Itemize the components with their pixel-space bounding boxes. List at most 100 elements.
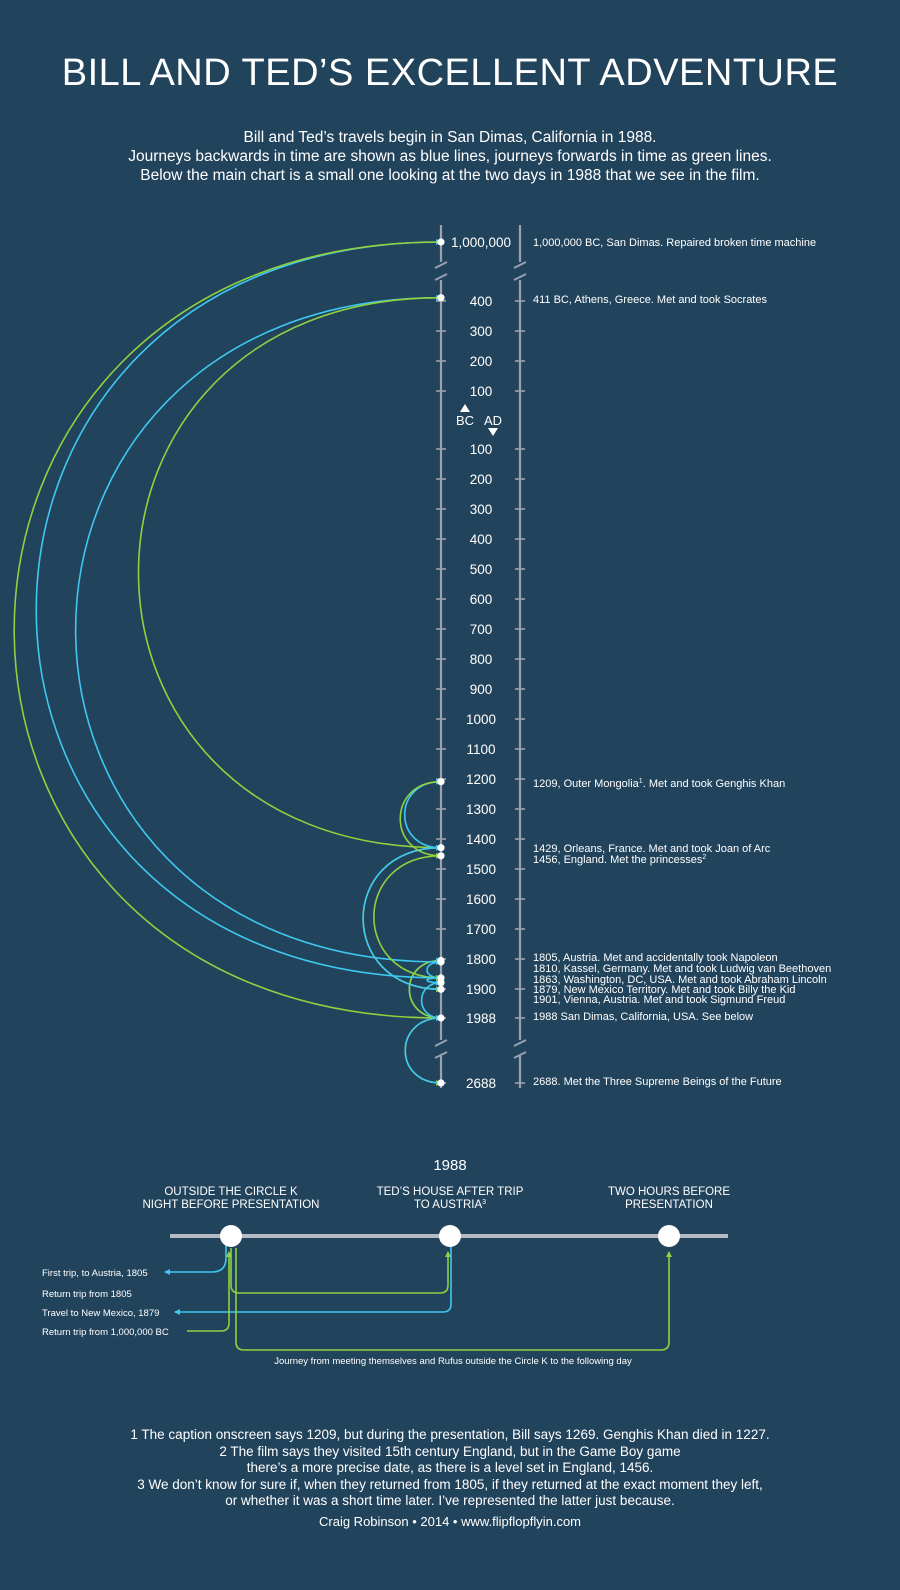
day-point-label: OUTSIDE THE CIRCLE K — [164, 1186, 298, 1198]
stop-dot — [437, 238, 445, 246]
tick-label: 600 — [470, 592, 493, 607]
stop-dot — [437, 1014, 445, 1022]
credit-line: Craig Robinson • 2014 • www.flipflopflyi… — [319, 1514, 581, 1529]
tick-label: 1800 — [466, 952, 496, 967]
stop-labels: 1,000,000 BC, San Dimas. Repaired broken… — [533, 237, 831, 1088]
day-point-dot — [220, 1225, 242, 1247]
tick-label: 400 — [470, 532, 493, 547]
footnote-line: there’s a more precise date, as there is… — [246, 1460, 654, 1475]
day-point-dot — [658, 1225, 680, 1247]
axis-break — [434, 1039, 448, 1047]
tick-label: 1300 — [466, 802, 496, 817]
footnotes: 1 The caption onscreen says 1209, but du… — [0, 1427, 900, 1510]
trip-label: Return trip from 1,000,000 BC — [42, 1327, 169, 1338]
journey-arc — [420, 979, 442, 1019]
day-point-label: TO AUSTRIA3 — [414, 1199, 486, 1211]
stop-dot — [437, 778, 445, 786]
footnote-line: 1 The caption onscreen says 1209, but du… — [130, 1427, 770, 1442]
down-arrow-icon — [488, 428, 498, 436]
stop-label: 1429, Orleans, France. Met and took Joan… — [533, 843, 771, 855]
stop-label: 2688. Met the Three Supreme Beings of th… — [533, 1076, 782, 1088]
day-point-label: TED’S HOUSE AFTER TRIP — [377, 1186, 524, 1198]
stop-dot — [437, 852, 445, 860]
axis-break — [513, 261, 527, 269]
trip-line — [164, 1244, 227, 1275]
journey-arc — [404, 1015, 442, 1084]
day-title: 1988 — [433, 1157, 466, 1174]
day-point-label: TWO HOURS BEFORE — [608, 1186, 730, 1198]
intro-line: Below the main chart is a small one look… — [140, 167, 760, 184]
journey-arc — [35, 239, 442, 979]
journey-arc — [362, 844, 442, 991]
tick-label: 400 — [470, 294, 493, 309]
trip-label: Return trip from 1805 — [42, 1289, 132, 1300]
journey-arc — [373, 855, 442, 981]
stop-label: 1456, England. Met the princesses2 — [533, 854, 706, 866]
stop-label: 1810, Kassel, Germany. Met and took Ludw… — [533, 963, 831, 975]
day-point-label: PRESENTATION — [625, 1199, 713, 1211]
trip-line — [187, 1251, 232, 1332]
axis-break — [513, 1051, 527, 1059]
trip-label: First trip, to Austria, 1805 — [42, 1268, 148, 1279]
trip-line — [174, 1246, 452, 1315]
journey-arc — [404, 778, 442, 849]
intro-text: Bill and Ted’s travels begin in San Dima… — [0, 128, 900, 185]
stop-dot — [437, 985, 445, 993]
tick-label: 1600 — [466, 892, 496, 907]
stop-dot — [437, 958, 445, 966]
day-point-dot — [439, 1225, 461, 1247]
trip-line — [230, 1248, 451, 1294]
trip-label: Travel to New Mexico, 1879 — [42, 1308, 159, 1319]
tick-label: 800 — [470, 652, 493, 667]
journey-arc — [408, 959, 442, 1021]
tick-label: 200 — [470, 472, 493, 487]
journey-arcs — [13, 239, 442, 1086]
tick-label: 1400 — [466, 832, 496, 847]
time-axis: 1,000,000 400 300 200 100 100 200 300 400 500 600 7… — [434, 225, 527, 1091]
stop-label: 1805, Austria. Met and accidentally took… — [533, 952, 778, 964]
footnote-line: or whether it was a short time later. I’… — [225, 1493, 675, 1508]
stop-label: 411 BC, Athens, Greece. Met and took Soc… — [533, 294, 767, 306]
stop-label: 1879, New Mexico Territory. Met and took… — [533, 984, 796, 996]
journey-arc — [75, 294, 442, 963]
intro-line: Journeys backwards in time are shown as … — [128, 148, 772, 165]
journey-line — [235, 1248, 672, 1351]
footnote-line: 2 The film says they visited 15th centur… — [219, 1443, 681, 1459]
journey-label: Journey from meeting themselves and Rufu… — [274, 1356, 632, 1367]
bc-label: BC — [456, 413, 474, 428]
tick-label: 300 — [470, 502, 493, 517]
tick-label: 2688 — [466, 1076, 496, 1091]
intro-line: Bill and Ted’s travels begin in San Dima… — [243, 129, 657, 146]
stop-dot — [437, 844, 445, 852]
ad-label: AD — [484, 413, 502, 428]
journey-arc — [404, 1017, 442, 1086]
tick-label: 1,000,000 — [451, 235, 511, 250]
up-arrow-icon — [460, 404, 470, 412]
stop-markers — [437, 238, 445, 1087]
stop-label: 1,000,000 BC, San Dimas. Repaired broken… — [533, 237, 816, 249]
tick-label: 1700 — [466, 922, 496, 937]
tick-label: 300 — [470, 324, 493, 339]
axis-break — [434, 1051, 448, 1059]
tick-label: 200 — [470, 354, 493, 369]
tick-label: 1900 — [466, 982, 496, 997]
tick-label: 500 — [470, 562, 493, 577]
stop-label: 1901, Vienna, Austria. Met and took Sigm… — [533, 994, 785, 1006]
stop-label: 1988 San Dimas, California, USA. See bel… — [533, 1011, 753, 1023]
tick-label: 900 — [470, 682, 493, 697]
tick-label: 1100 — [466, 742, 495, 757]
axis-break — [434, 261, 448, 269]
axis-break — [513, 273, 527, 281]
axis-break — [434, 273, 448, 281]
tick-label: 1500 — [466, 862, 496, 877]
tick-label: 1988 — [466, 1011, 496, 1026]
tick-label: 700 — [470, 622, 493, 637]
tick-label: 1200 — [466, 772, 496, 787]
journey-arc — [13, 241, 442, 1021]
stop-dot — [437, 294, 445, 302]
axis-break — [513, 1039, 527, 1047]
day-point-label: NIGHT BEFORE PRESENTATION — [143, 1199, 320, 1211]
stop-label: 1209, Outer Mongolia1. Met and took Geng… — [533, 778, 785, 790]
stop-label: 1863, Washington, DC, USA. Met and took … — [533, 974, 827, 986]
